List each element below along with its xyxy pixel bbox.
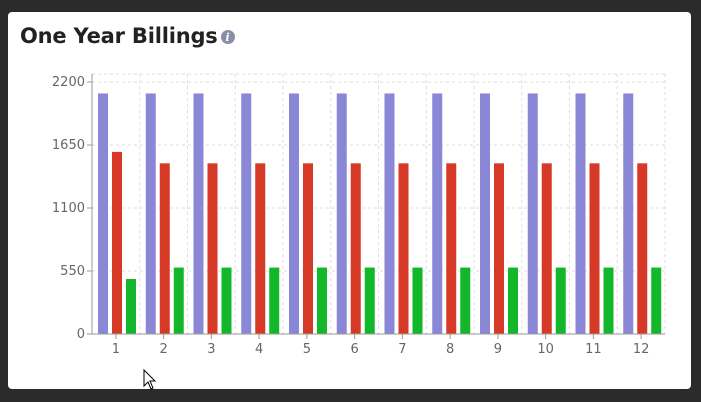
x-tick-label: 12 [633, 342, 650, 357]
x-tick-label: 9 [494, 342, 502, 357]
bar[interactable] [412, 267, 423, 334]
bar[interactable] [317, 267, 327, 334]
info-icon[interactable]: i [220, 30, 235, 44]
x-tick-label: 8 [446, 342, 454, 357]
bar[interactable] [555, 267, 566, 334]
mouse-pointer-icon [143, 369, 157, 390]
bar[interactable] [303, 163, 313, 334]
bar[interactable] [480, 93, 490, 334]
bars [98, 93, 662, 334]
bar[interactable] [460, 267, 471, 334]
bar[interactable] [289, 93, 299, 334]
grid-lines [92, 73, 666, 334]
bar[interactable] [112, 151, 122, 334]
bar[interactable] [637, 163, 648, 334]
x-tick-label: 7 [398, 342, 406, 357]
bar[interactable] [145, 93, 156, 334]
bar[interactable] [398, 163, 409, 334]
chart-title: One Year Billings [20, 24, 218, 48]
x-tick-label: 6 [350, 342, 358, 357]
bar[interactable] [446, 163, 457, 334]
x-tick-label: 2 [159, 342, 167, 357]
bar[interactable] [221, 267, 232, 334]
bar[interactable] [159, 163, 170, 334]
bar[interactable] [336, 93, 347, 334]
bar[interactable] [193, 93, 204, 334]
bar[interactable] [623, 93, 634, 334]
bar[interactable] [651, 267, 662, 334]
bar[interactable] [508, 267, 518, 334]
bar[interactable] [241, 93, 252, 334]
bar[interactable] [384, 93, 395, 334]
x-tick-label: 10 [537, 342, 554, 357]
bar[interactable] [364, 267, 375, 334]
y-tick-label: 550 [60, 264, 85, 279]
bar[interactable] [269, 267, 280, 334]
y-tick-label: 0 [77, 327, 85, 342]
bar[interactable] [98, 93, 108, 334]
axes [87, 74, 665, 339]
y-tick-label: 1650 [52, 138, 85, 153]
bar[interactable] [207, 163, 218, 334]
bar[interactable] [541, 163, 552, 334]
bar[interactable] [603, 267, 614, 334]
card-header: One Year Billings i [20, 24, 235, 48]
y-tick-label: 1100 [52, 201, 85, 216]
y-tick-label: 2200 [52, 75, 85, 90]
bar[interactable] [350, 163, 361, 334]
x-tick-label: 1 [112, 342, 120, 357]
bar[interactable] [126, 279, 136, 334]
bar[interactable] [173, 267, 184, 334]
bar[interactable] [494, 163, 504, 334]
bar[interactable] [432, 93, 443, 334]
x-tick-label: 11 [585, 342, 602, 357]
bar[interactable] [255, 163, 266, 334]
bar[interactable] [527, 93, 538, 334]
bar[interactable] [589, 163, 600, 334]
x-tick-label: 3 [207, 342, 215, 357]
bar[interactable] [575, 93, 586, 334]
x-tick-label: 5 [303, 342, 311, 357]
x-tick-label: 4 [255, 342, 263, 357]
